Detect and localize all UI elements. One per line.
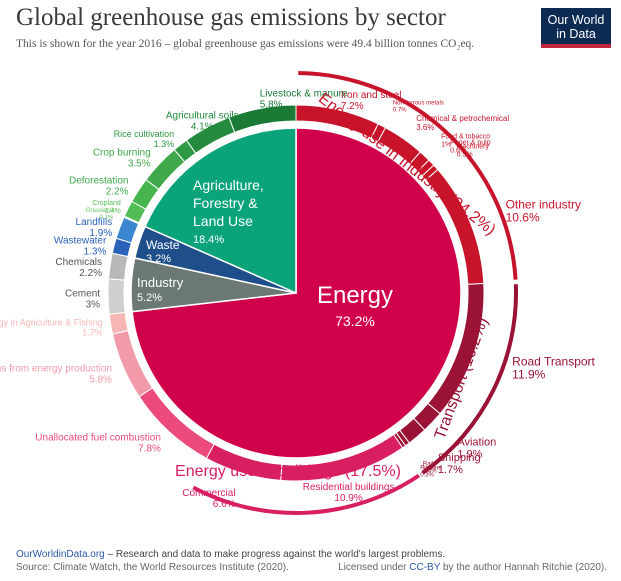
outer-value-fugitive-emissions-from-energy-production: 5.8% [89, 374, 112, 385]
license-prefix: Licensed under [338, 562, 410, 573]
outer-label-shipping: Shipping [438, 452, 481, 464]
outer-value-cement: 3% [86, 300, 101, 311]
outer-label-rail: Rail [423, 461, 433, 467]
outer-value-shipping: 1.7% [438, 464, 463, 476]
chart-subtitle: This is shown for the year 2016 – global… [16, 38, 475, 50]
outer-label-non-ferrous-metals: Non-ferrous metals [393, 100, 444, 106]
outer-label-iron-and-steel: Iron and steel [341, 90, 402, 101]
outer-label-road-transport: Road Transport [512, 354, 595, 368]
owid-link[interactable]: OurWorldinData.org [16, 549, 105, 560]
footer-source: Source: Climate Watch, the World Resourc… [16, 562, 289, 573]
license-suffix: by the author Hannah Ritchie (2020). [440, 562, 607, 573]
footer-credit: OurWorldinData.org – Research and data t… [16, 549, 445, 560]
inner-value-energy: 73.2% [335, 313, 375, 329]
outer-value-commercial: 6.6% [213, 499, 236, 510]
outer-slice-cement [107, 278, 126, 315]
outer-label-livestock-manure: Livestock & manure [260, 88, 348, 99]
outer-label-cropland: Cropland [92, 200, 121, 207]
group-bracket-transport [421, 284, 518, 475]
outer-value-unallocated-fuel-combustion: 7.8% [138, 444, 161, 455]
inner-value-industry: 5.2% [137, 292, 162, 304]
outer-label-landfills: Landfills [76, 217, 113, 228]
outer-label-chemicals: Chemicals [55, 257, 102, 268]
outer-value-road-transport: 11.9% [512, 367, 545, 381]
outer-value-machinery: 0.5% [457, 152, 473, 159]
outer-value-deforestation: 2.2% [106, 187, 129, 198]
inner-label-agriculture-line-2: Forestry & [193, 195, 258, 211]
outer-value-pipeline: 0.3% [420, 473, 434, 479]
outer-value-iron-and-steel: 7.2% [341, 101, 364, 112]
outer-label-chemical-petrochemical: Chemical & petrochemical [416, 114, 509, 123]
outer-label-crop-burning: Crop burning [93, 148, 151, 159]
outer-label-commercial: Commercial [182, 488, 235, 499]
outer-label-aviation: Aviation [457, 436, 496, 448]
outer-label-wastewater: Wastewater [54, 236, 107, 247]
outer-label-rice-cultivation: Rice cultivation [114, 129, 175, 139]
outer-label-food-tobacco: Food & tobacco [441, 133, 490, 140]
outer-label-deforestation: Deforestation [69, 176, 128, 187]
outer-label-energy-in-agriculture-fishing: Energy in Agriculture & Fishing [0, 317, 103, 327]
outer-value-crop-burning: 3.5% [128, 159, 151, 170]
inner-label-agriculture-line-3: Land Use [193, 213, 253, 229]
outer-value-residential-buildings: 10.9% [334, 493, 362, 504]
outer-value-cropland: 1.4% [105, 208, 121, 215]
outer-value-grassland: 0.1% [100, 215, 114, 221]
inner-label-waste: Waste [146, 238, 180, 252]
inner-label-industry: Industry [137, 275, 184, 290]
chart-title: Global greenhouse gas emissions by secto… [16, 4, 446, 31]
outer-value-livestock-manure: 5.8% [260, 99, 283, 110]
inner-label-energy: Energy [317, 282, 393, 309]
outer-value-rice-cultivation: 1.3% [154, 139, 175, 149]
chart-arcs [107, 71, 518, 515]
inner-label-agriculture-line-1: Agriculture, [193, 177, 264, 193]
license-link[interactable]: CC-BY [409, 562, 441, 573]
outer-value-wastewater: 1.3% [84, 247, 107, 258]
outer-label-agricultural-soils: Agricultural soils [166, 111, 239, 122]
outer-label-other-industry: Other industry [506, 197, 581, 211]
outer-label-cement: Cement [65, 289, 100, 300]
outer-value-non-ferrous-metals: 0.7% [393, 107, 407, 113]
outer-value-chemical-petrochemical: 3.6% [416, 123, 434, 132]
inner-value-agriculture: 18.4% [193, 234, 224, 246]
outer-slice-chemicals [107, 252, 129, 281]
outer-value-chemicals: 2.2% [79, 268, 102, 279]
outer-label-unallocated-fuel-combustion: Unallocated fuel combustion [35, 433, 161, 444]
outer-slice-livestock-manure [228, 104, 297, 133]
outer-label-residential-buildings: Residential buildings [303, 482, 395, 493]
outer-label-pipeline: Pipeline [420, 466, 442, 472]
group-label-energy-use-in-buildings: Energy use in buildings (17.5%) [175, 463, 401, 480]
outer-value-paper-pulp: 0.6% [450, 148, 466, 155]
footer-license: Licensed under CC-BY by the author Hanna… [338, 562, 607, 573]
outer-value-aviation: 1.9% [457, 448, 482, 460]
outer-label-machinery: Machinery [457, 144, 490, 151]
logo-line-1: Our World [547, 13, 605, 27]
inner-value-waste: 3.2% [146, 253, 171, 265]
outer-label-grassland: Grassland [86, 208, 113, 214]
inner-slice-agriculture-forestry-land-use [143, 127, 297, 295]
footer-tagline: – Research and data to make progress aga… [104, 549, 446, 560]
outer-label-fugitive-emissions-from-energy-production: Fugitive emissions from energy productio… [0, 363, 112, 374]
outer-value-food-tobacco: 1% [441, 141, 451, 148]
outer-value-rail: 0.4% [423, 468, 437, 474]
owid-logo[interactable]: Our World in Data [541, 8, 611, 48]
outer-label-paper-pulp: Paper & pulp [450, 140, 491, 147]
outer-value-other-industry: 10.6% [506, 210, 540, 224]
outer-value-energy-in-agriculture-fishing: 1.7% [82, 327, 103, 337]
outer-slice-energy-in-agriculture-fishing [108, 311, 129, 335]
logo-line-2: in Data [556, 27, 596, 41]
outer-value-landfills: 1.9% [89, 228, 112, 239]
outer-value-agricultural-soils: 4.1% [191, 122, 214, 133]
